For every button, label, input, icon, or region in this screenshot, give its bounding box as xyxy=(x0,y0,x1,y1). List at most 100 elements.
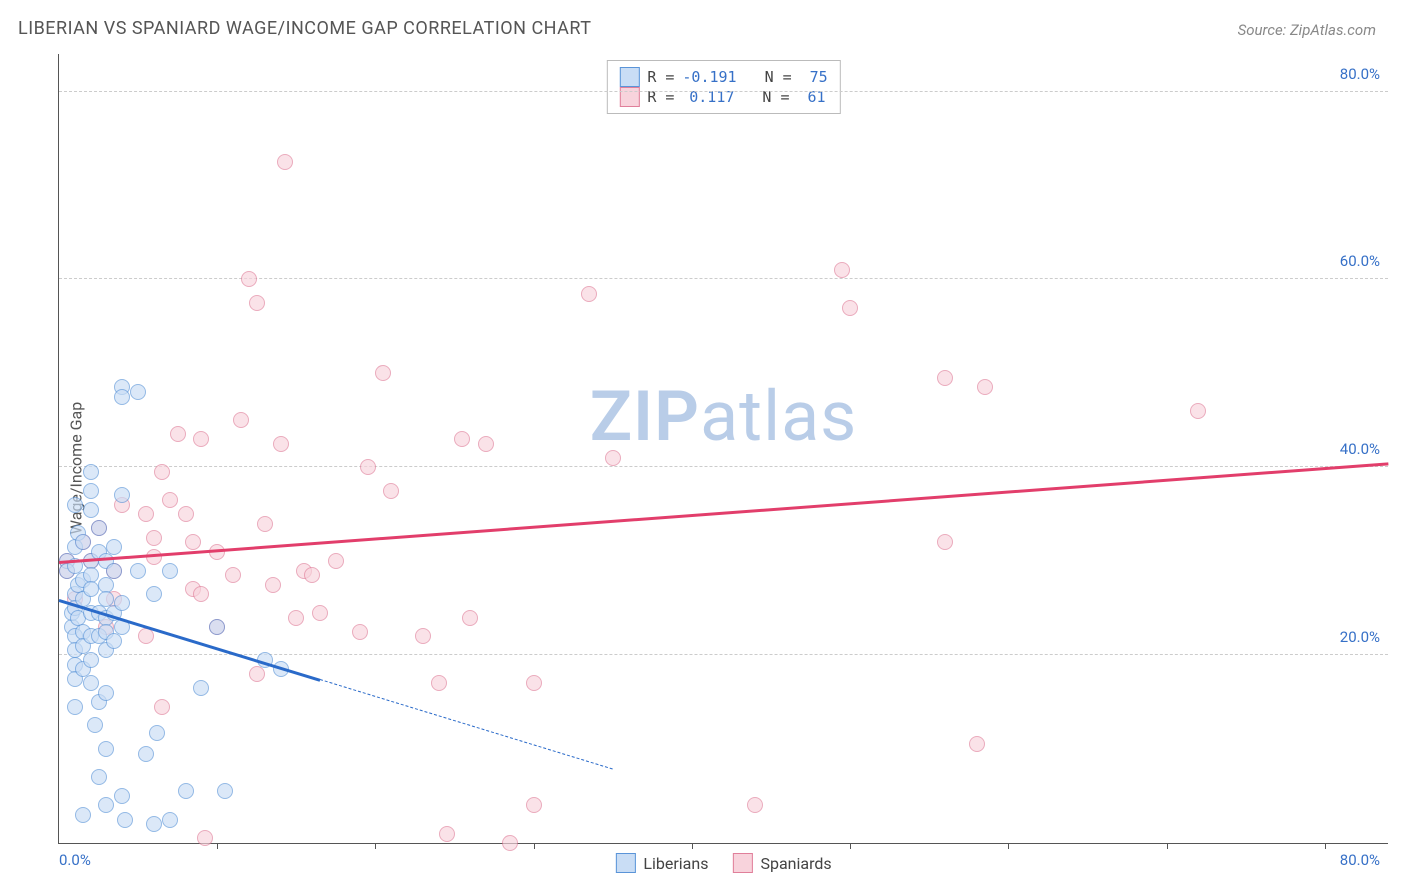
spaniards-point xyxy=(241,271,257,287)
spaniards-point xyxy=(138,506,154,522)
x-tick xyxy=(692,843,693,849)
spaniards-point xyxy=(265,577,281,593)
spaniards-trendline xyxy=(59,463,1388,564)
legend-swatch xyxy=(615,853,635,873)
x-tick xyxy=(1167,843,1168,849)
x-tick xyxy=(1325,843,1326,849)
spaniards-point xyxy=(431,675,447,691)
correlation-legend: R =-0.191N =75R =0.117N =61 xyxy=(606,60,840,114)
liberians-point xyxy=(83,675,99,691)
liberians-point xyxy=(106,633,122,649)
liberians-point xyxy=(162,812,178,828)
liberians-point xyxy=(75,534,91,550)
spaniards-point xyxy=(605,450,621,466)
liberians-trendline-extrapolated xyxy=(320,679,613,769)
spaniards-point xyxy=(162,492,178,508)
spaniards-point xyxy=(193,431,209,447)
liberians-point xyxy=(83,464,99,480)
spaniards-point xyxy=(288,610,304,626)
spaniards-point xyxy=(747,797,763,813)
spaniards-point xyxy=(273,436,289,452)
spaniards-point xyxy=(277,154,293,170)
legend-swatch xyxy=(732,853,752,873)
r-label: R = xyxy=(647,68,674,86)
spaniards-point xyxy=(328,553,344,569)
spaniards-point xyxy=(154,699,170,715)
spaniards-point xyxy=(977,379,993,395)
spaniards-point xyxy=(249,295,265,311)
spaniards-point xyxy=(502,835,518,851)
spaniards-point xyxy=(154,464,170,480)
gridline xyxy=(59,466,1388,467)
liberians-point xyxy=(114,389,130,405)
spaniards-point xyxy=(249,666,265,682)
liberians-point xyxy=(209,619,225,635)
spaniards-point xyxy=(526,675,542,691)
liberians-point xyxy=(98,685,114,701)
spaniards-point xyxy=(383,483,399,499)
spaniards-point xyxy=(197,830,213,846)
liberians-point xyxy=(83,502,99,518)
liberians-point xyxy=(114,487,130,503)
spaniards-point xyxy=(478,436,494,452)
liberians-point xyxy=(75,807,91,823)
liberians-point xyxy=(138,746,154,762)
source-label: Source: ZipAtlas.com xyxy=(1238,21,1376,39)
liberians-point xyxy=(178,783,194,799)
spaniards-point xyxy=(352,624,368,640)
liberians-point xyxy=(87,717,103,733)
spaniards-point xyxy=(178,506,194,522)
n-value: 75 xyxy=(800,68,828,86)
legend-label: Liberians xyxy=(643,854,708,873)
spaniards-point xyxy=(146,530,162,546)
liberians-point xyxy=(162,563,178,579)
spaniards-point xyxy=(304,567,320,583)
liberians-point xyxy=(83,483,99,499)
x-tick xyxy=(850,843,851,849)
legend-item: Liberians xyxy=(615,853,708,873)
x-tick xyxy=(534,843,535,849)
spaniards-point xyxy=(312,605,328,621)
liberians-point xyxy=(130,384,146,400)
y-tick-label: 80.0% xyxy=(1340,65,1380,83)
x-tick xyxy=(1008,843,1009,849)
liberians-point xyxy=(146,816,162,832)
liberians-point xyxy=(83,652,99,668)
liberians-point xyxy=(98,741,114,757)
x-axis-min-label: 0.0% xyxy=(59,851,91,869)
chart-title: LIBERIAN VS SPANIARD WAGE/INCOME GAP COR… xyxy=(18,18,592,39)
spaniards-point xyxy=(526,797,542,813)
x-axis-max-label: 80.0% xyxy=(1340,851,1380,869)
spaniards-point xyxy=(1190,403,1206,419)
liberians-point xyxy=(91,520,107,536)
liberians-point xyxy=(98,797,114,813)
spaniards-point xyxy=(225,567,241,583)
liberians-point xyxy=(114,595,130,611)
spaniards-point xyxy=(375,365,391,381)
liberians-point xyxy=(146,586,162,602)
liberians-point xyxy=(117,812,133,828)
y-tick-label: 60.0% xyxy=(1340,252,1380,270)
spaniards-point xyxy=(937,534,953,550)
liberians-point xyxy=(217,783,233,799)
x-tick xyxy=(217,843,218,849)
watermark: ZIPatlas xyxy=(590,376,858,458)
spaniards-point xyxy=(233,412,249,428)
spaniards-point xyxy=(185,534,201,550)
spaniards-point xyxy=(138,628,154,644)
spaniards-point xyxy=(257,516,273,532)
legend-item: Spaniards xyxy=(732,853,831,873)
y-tick-label: 40.0% xyxy=(1340,440,1380,458)
y-tick-label: 20.0% xyxy=(1340,628,1380,646)
spaniards-point xyxy=(937,370,953,386)
spaniards-point xyxy=(834,262,850,278)
liberians-point xyxy=(193,680,209,696)
liberians-point xyxy=(83,581,99,597)
spaniards-point xyxy=(193,586,209,602)
legend-row: R =-0.191N =75 xyxy=(619,67,827,87)
liberians-point xyxy=(114,788,130,804)
plot-area: ZIPatlas R =-0.191N =75R =0.117N =61 0.0… xyxy=(58,54,1388,844)
gridline xyxy=(59,278,1388,279)
n-label: N = xyxy=(765,68,792,86)
x-tick xyxy=(375,843,376,849)
